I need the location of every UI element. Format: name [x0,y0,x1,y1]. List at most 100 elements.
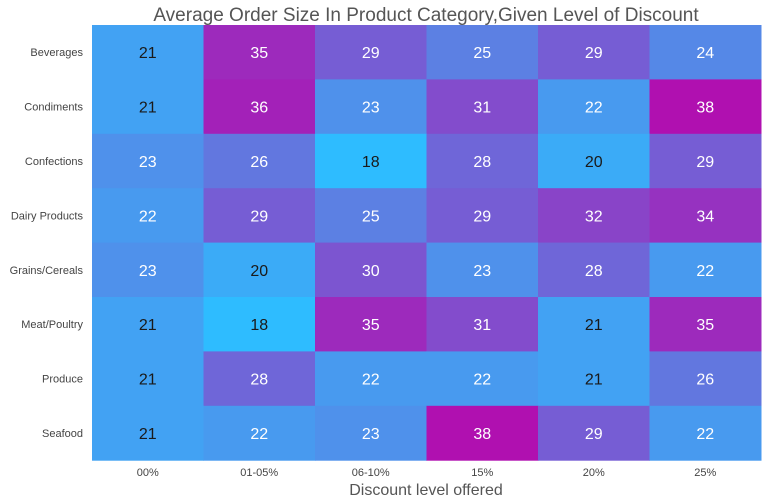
heatmap-cell [203,405,316,461]
x-tick-label: 15% [471,467,493,479]
heatmap-cell [426,188,539,244]
heatmap-cell [92,351,204,407]
cell-value-label: 22 [250,426,268,443]
chart-title: Average Order Size In Product Category,G… [153,5,699,26]
cell-value-label: 35 [250,45,268,62]
cell-value-label: 21 [139,372,157,389]
heatmap-cell [315,351,427,407]
heatmap-cell [92,188,204,244]
cell-value-label: 31 [473,317,491,334]
x-tick-label: 20% [583,467,605,479]
heatmap-cell [92,405,204,461]
heatmap-cell [315,297,427,352]
cell-value-label: 20 [585,154,603,171]
y-tick-label: Beverages [30,47,83,59]
heatmap-cell [538,351,650,407]
x-tick-label: 06-10% [352,467,390,479]
heatmap-cell [426,351,539,407]
cell-value-label: 21 [139,45,157,62]
cell-value-label: 26 [250,154,268,171]
cell-value-label: 21 [139,317,157,334]
x-tick-label: 01-05% [240,467,278,479]
x-tick-labels: 00% 01-05% 06-10% 15% 20% 25% [137,467,717,479]
cell-value-label: 18 [362,154,380,171]
cell-value-label: 29 [250,208,268,225]
cell-value-label: 28 [585,263,603,280]
heatmap-cell [315,25,427,80]
heatmap-cell [426,79,539,135]
heatmap-cell [203,25,316,80]
heatmap-cell [92,242,204,298]
heatmap-cell [203,242,316,298]
heatmap-cell [315,133,427,189]
y-tick-label: Confections [25,156,84,168]
cell-value-label: 23 [139,154,157,171]
heatmap-cells: 21 35 29 25 29 24 21 36 23 31 22 38 23 26 18 28 20 29 22 29… [92,25,762,461]
cell-value-label: 21 [585,317,603,334]
cell-value-label: 21 [139,426,157,443]
heatmap-cell [92,297,204,352]
cell-value-label: 29 [585,45,603,62]
heatmap-cell [92,25,204,80]
cell-value-label: 28 [473,154,491,171]
heatmap-cell [649,25,762,80]
heatmap-cell [649,405,762,461]
heatmap-cell [649,188,762,244]
cell-value-label: 23 [139,263,157,280]
cell-value-label: 30 [362,263,380,280]
cell-value-label: 24 [696,45,714,62]
heatmap-cell [649,79,762,135]
cell-value-label: 23 [362,100,380,117]
cell-value-label: 38 [696,100,714,117]
heatmap-cell [649,133,762,189]
cell-value-label: 20 [250,263,268,280]
cell-value-label: 22 [139,208,157,225]
cell-value-label: 23 [362,426,380,443]
heatmap-cell [426,25,539,80]
cell-value-label: 36 [250,100,268,117]
heatmap-cell [538,25,650,80]
x-tick-label: 25% [694,467,716,479]
heatmap-cell [538,297,650,352]
x-axis-label: Discount level offered [349,482,503,499]
cell-value-label: 28 [250,372,268,389]
y-tick-label: Meat/Poultry [21,319,83,331]
cell-value-label: 22 [473,372,491,389]
cell-value-label: 18 [250,317,268,334]
cell-value-label: 23 [473,263,491,280]
heatmap-cell [203,351,316,407]
x-tick-label: 00% [137,467,159,479]
heatmap-cell [203,79,316,135]
heatmap-cell [203,188,316,244]
cell-value-label: 29 [362,45,380,62]
heatmap-cell [649,351,762,407]
heatmap-cell [203,297,316,352]
cell-value-label: 32 [585,208,603,225]
y-tick-label: Produce [42,374,83,386]
cell-value-label: 35 [362,317,380,334]
cell-value-label: 35 [696,317,714,334]
y-tick-label: Grains/Cereals [10,265,84,277]
y-tick-label: Seafood [42,428,83,440]
heatmap-cell [426,297,539,352]
cell-value-label: 29 [585,426,603,443]
y-tick-label: Dairy Products [11,210,84,222]
cell-value-label: 34 [696,208,714,225]
y-tick-label: Condiments [24,102,83,114]
cell-value-label: 31 [473,100,491,117]
heatmap-cell [538,242,650,298]
heatmap-cell [538,405,650,461]
cell-value-label: 22 [696,263,714,280]
heatmap-cell [315,405,427,461]
cell-value-label: 25 [362,208,380,225]
heatmap-cell [92,79,204,135]
cell-value-label: 26 [696,372,714,389]
cell-value-label: 21 [139,100,157,117]
heatmap-cell [538,133,650,189]
heatmap-cell [538,79,650,135]
heatmap-cell [315,79,427,135]
heatmap-cell [649,242,762,298]
heatmap-cell [203,133,316,189]
cell-value-label: 29 [696,154,714,171]
